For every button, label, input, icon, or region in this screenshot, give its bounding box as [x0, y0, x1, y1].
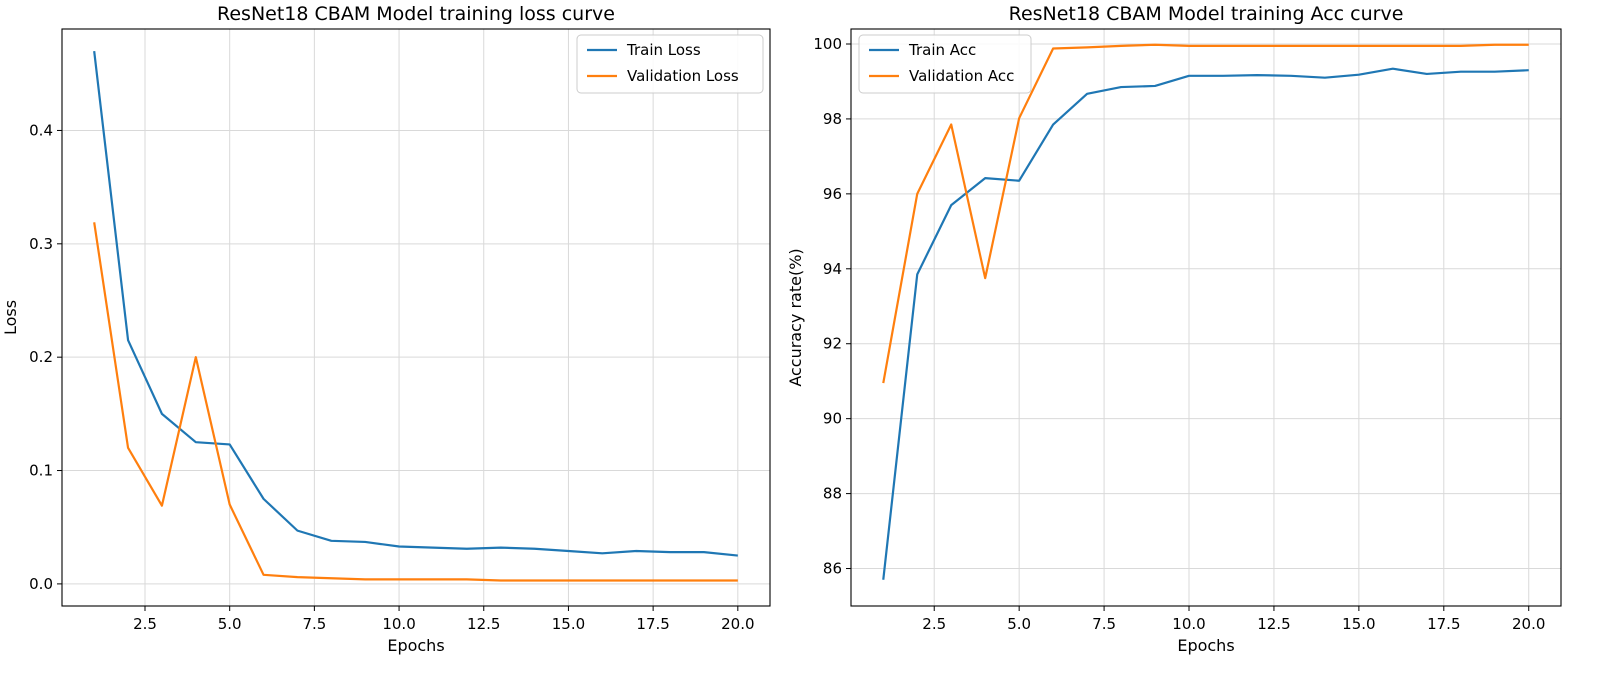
accuracy-y-axis-label: Accuracy rate(%) — [786, 248, 805, 386]
loss-legend-label: Validation Loss — [627, 67, 739, 85]
accuracy-x-tick-label: 2.5 — [922, 615, 946, 633]
accuracy-y-tick-label: 100 — [813, 35, 842, 53]
loss-x-axis-label: Epochs — [387, 636, 444, 655]
accuracy-y-tick-label: 88 — [823, 485, 842, 503]
loss-legend: Train Loss Validation Loss — [576, 34, 764, 94]
loss-x-tick-label: 12.5 — [467, 615, 500, 633]
loss-axes-frame — [61, 28, 771, 607]
loss-y-axis-label: Loss — [1, 300, 20, 335]
accuracy-y-tick-label: 96 — [823, 185, 842, 203]
accuracy-x-tick-label: 10.0 — [1172, 615, 1205, 633]
accuracy-x-tick-label: 20.0 — [1512, 615, 1545, 633]
loss-x-tick-label: 5.0 — [218, 615, 242, 633]
loss-series-line-validation-loss — [93, 222, 738, 582]
loss-legend-box — [576, 34, 764, 94]
accuracy-legend: Train Acc Validation Acc — [858, 34, 1032, 94]
accuracy-y-tick-label: 92 — [823, 335, 842, 353]
accuracy-series-line-train-acc — [882, 67, 1529, 580]
loss-series-line-train-loss — [93, 50, 738, 557]
loss-y-tick-label: 0.0 — [29, 575, 53, 593]
accuracy-x-tick-label: 7.5 — [1092, 615, 1116, 633]
accuracy-y-tick-label: 98 — [823, 110, 842, 128]
loss-x-tick-label: 20.0 — [721, 615, 754, 633]
loss-chart: 2.5 5.0 7.5 10.0 12.5 15.0 17.5 20.0 0.0 0.1 0.2 0.… — [1, 3, 771, 655]
loss-x-tick-label: 15.0 — [552, 615, 585, 633]
loss-x-tick-label: 17.5 — [636, 615, 669, 633]
accuracy-chart-title: ResNet18 CBAM Model training Acc curve — [1009, 3, 1404, 25]
accuracy-legend-label: Train Acc — [908, 41, 976, 59]
accuracy-x-tick-label: 12.5 — [1257, 615, 1290, 633]
loss-y-tick-label: 0.2 — [29, 348, 53, 366]
loss-legend-label: Train Loss — [626, 41, 701, 59]
loss-x-tick-label: 2.5 — [133, 615, 157, 633]
loss-x-tick-label: 7.5 — [302, 615, 326, 633]
loss-x-tick-label: 10.0 — [382, 615, 415, 633]
loss-chart-title: ResNet18 CBAM Model training loss curve — [217, 3, 615, 25]
accuracy-y-tick-label: 86 — [823, 560, 842, 578]
accuracy-legend-label: Validation Acc — [909, 67, 1014, 85]
accuracy-x-tick-label: 17.5 — [1427, 615, 1460, 633]
accuracy-x-tick-label: 5.0 — [1007, 615, 1031, 633]
accuracy-legend-box — [858, 34, 1032, 94]
accuracy-y-tick-label: 90 — [823, 410, 842, 428]
accuracy-chart: 2.5 5.0 7.5 10.0 12.5 15.0 17.5 20.0 86 88 90 92 94 9… — [786, 3, 1562, 655]
loss-y-tick-label: 0.1 — [29, 462, 53, 480]
accuracy-axes-frame — [850, 28, 1562, 607]
accuracy-y-tick-label: 94 — [823, 260, 842, 278]
accuracy-x-axis-label: Epochs — [1177, 636, 1234, 655]
loss-y-tick-label: 0.3 — [29, 235, 53, 253]
accuracy-series-line-validation-acc — [882, 43, 1529, 384]
loss-y-tick-label: 0.4 — [29, 121, 53, 139]
accuracy-x-tick-label: 15.0 — [1342, 615, 1375, 633]
